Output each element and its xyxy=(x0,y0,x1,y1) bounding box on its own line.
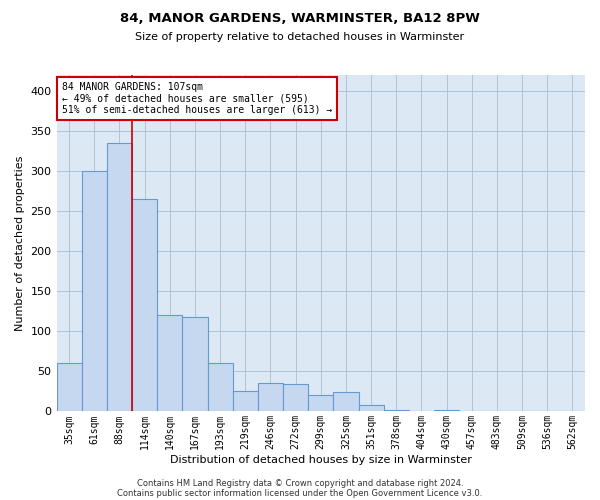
Bar xyxy=(560,410,585,412)
Bar xyxy=(334,392,359,411)
X-axis label: Distribution of detached houses by size in Warminster: Distribution of detached houses by size … xyxy=(170,455,472,465)
Bar xyxy=(107,143,132,411)
Bar xyxy=(258,384,283,411)
Bar xyxy=(359,405,383,411)
Bar xyxy=(182,317,208,412)
Bar xyxy=(82,171,107,412)
Bar xyxy=(157,316,182,412)
Bar xyxy=(484,410,509,412)
Bar xyxy=(409,410,434,412)
Bar xyxy=(434,410,459,412)
Bar xyxy=(132,199,157,412)
Text: Contains HM Land Registry data © Crown copyright and database right 2024.: Contains HM Land Registry data © Crown c… xyxy=(137,478,463,488)
Text: 84 MANOR GARDENS: 107sqm
← 49% of detached houses are smaller (595)
51% of semi-: 84 MANOR GARDENS: 107sqm ← 49% of detach… xyxy=(62,82,332,115)
Bar xyxy=(233,392,258,411)
Text: Contains public sector information licensed under the Open Government Licence v3: Contains public sector information licen… xyxy=(118,488,482,498)
Bar xyxy=(208,364,233,412)
Text: Size of property relative to detached houses in Warminster: Size of property relative to detached ho… xyxy=(136,32,464,42)
Bar xyxy=(308,396,334,411)
Bar xyxy=(283,384,308,411)
Bar xyxy=(56,364,82,412)
Y-axis label: Number of detached properties: Number of detached properties xyxy=(15,156,25,331)
Bar xyxy=(383,410,409,412)
Text: 84, MANOR GARDENS, WARMINSTER, BA12 8PW: 84, MANOR GARDENS, WARMINSTER, BA12 8PW xyxy=(120,12,480,26)
